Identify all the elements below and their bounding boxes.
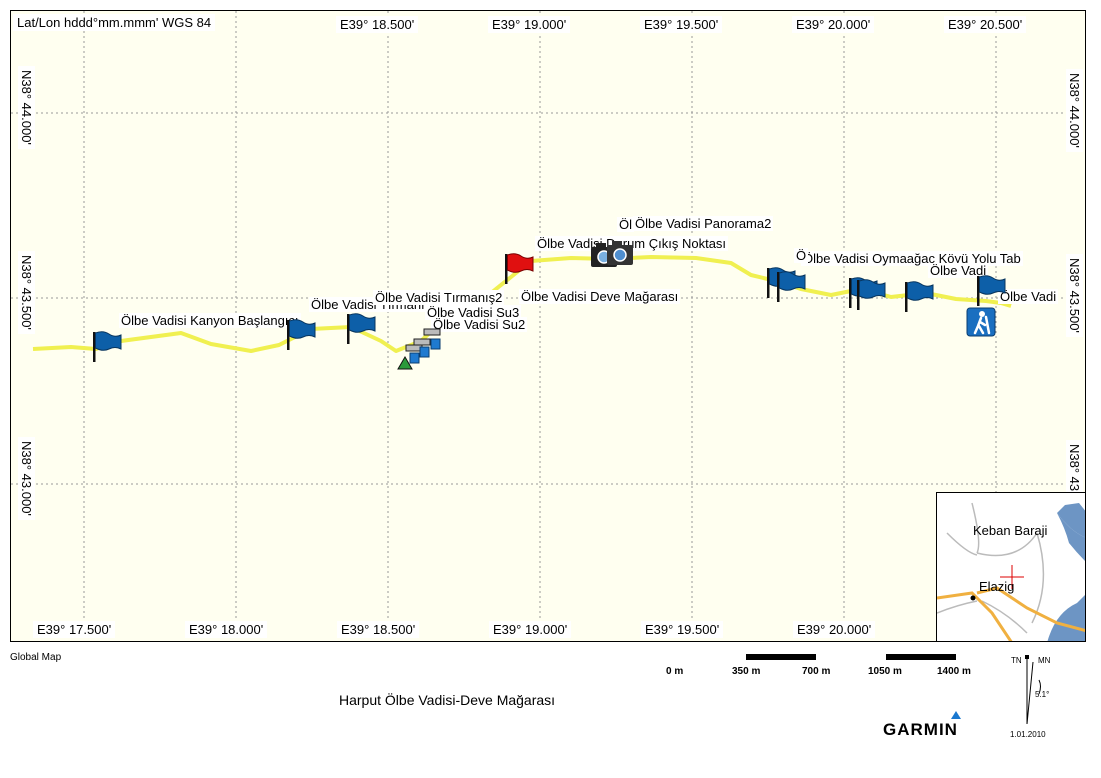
- waypoint-label[interactable]: Ölbe Vadisi Panorama2: [633, 216, 774, 231]
- blue-flag-icon[interactable]: [853, 277, 887, 311]
- right-lat-label: N38° 43.500': [1066, 254, 1083, 337]
- left-lat-label: N38° 43.500': [18, 251, 35, 334]
- waypoint-label[interactable]: Ölbe Vadisi Su2: [431, 317, 528, 332]
- waypoint-label[interactable]: Ölbe Vadisi Kanyon Başlangıcı: [119, 313, 301, 328]
- left-lat-label: N38° 44.000': [18, 66, 35, 149]
- waypoint-label[interactable]: Ö: [794, 248, 809, 263]
- red-flag-icon[interactable]: [501, 251, 535, 285]
- waypoint-label[interactable]: Ölbe Vadisi Tırmanış2: [373, 290, 505, 305]
- north-tn-label: TN: [1011, 656, 1022, 665]
- garmin-logo: GARMIN: [883, 720, 958, 739]
- scale-label: 700 m: [802, 666, 831, 677]
- overview-map[interactable]: Keban Baraji Elazig: [936, 492, 1085, 641]
- scale-label: 0 m: [666, 666, 684, 677]
- scale-bar: [746, 654, 956, 660]
- waypoint-label[interactable]: Ölbe Vadisi Su3: [425, 305, 522, 320]
- garmin-triangle-icon: [951, 711, 961, 719]
- left-lat-label: N38° 43.000': [18, 437, 35, 520]
- north-arrow-icon: [1025, 655, 1041, 725]
- overview-map-graphics: [937, 502, 1085, 641]
- right-lat-label: N38° 43: [1066, 440, 1083, 496]
- date-label: 1.01.2010: [1010, 730, 1046, 739]
- blue-flag-icon[interactable]: [283, 317, 317, 351]
- inset-label-elazig: Elazig: [979, 579, 1015, 594]
- hiker-icon[interactable]: [966, 307, 996, 337]
- top-lon-label: E39° 18.500': [336, 16, 419, 33]
- map-title: Harput Ölbe Vadisi-Deve Mağarası: [339, 692, 556, 708]
- coordinate-system-label: Lat/Lon hddd°mm.mmm' WGS 84: [13, 14, 216, 31]
- water-tap-icon[interactable]: [396, 321, 452, 371]
- top-lon-label: E39° 20.500': [944, 16, 1027, 33]
- top-lon-label: E39° 20.000': [792, 16, 875, 33]
- waypoint-label[interactable]: Ölbe Vadisi Durum Çıkış Noktası: [535, 236, 729, 251]
- top-lon-label: E39° 19.500': [640, 16, 723, 33]
- waypoint-label[interactable]: Ölbe Vadi: [928, 263, 989, 278]
- waypoint-label[interactable]: Öl: [617, 217, 634, 232]
- waypoint-label[interactable]: Ölbe Vadisi Deve Mağarası: [519, 289, 681, 304]
- map-source: Global Map: [10, 652, 62, 663]
- bottom-lon-label: E39° 19.000': [489, 621, 572, 638]
- waypoint-label[interactable]: Ölbe Vadisi Oymaağaç Köyü Yolu Tab: [801, 251, 1023, 266]
- bottom-lon-label: E39° 19.500': [641, 621, 724, 638]
- north-mn-label: MN: [1038, 656, 1051, 665]
- declination-label: 5.1°: [1035, 690, 1050, 699]
- blue-flag-icon[interactable]: [773, 269, 807, 303]
- blue-flag-icon[interactable]: [973, 273, 1007, 307]
- blue-flag-icon[interactable]: [89, 329, 123, 363]
- bottom-lon-label: E39° 18.000': [185, 621, 268, 638]
- bottom-lon-label: E39° 18.500': [337, 621, 420, 638]
- blue-flag-icon[interactable]: [901, 279, 935, 313]
- bottom-lon-label: E39° 17.500': [33, 621, 116, 638]
- scale-label: 1050 m: [868, 666, 902, 677]
- waypoint-label[interactable]: Ölbe Vadi: [998, 289, 1059, 304]
- top-lon-label: E39° 19.000': [488, 16, 571, 33]
- scale-label: 350 m: [732, 666, 761, 677]
- right-lat-label: N38° 44.000': [1066, 69, 1083, 152]
- inset-label-keban: Keban Baraji: [973, 523, 1048, 538]
- camera-icon[interactable]: [589, 239, 637, 269]
- scale-label: 1400 m: [937, 666, 971, 677]
- map-canvas[interactable]: Lat/Lon hddd°mm.mmm' WGS 84 E39° 18.500'…: [10, 10, 1086, 642]
- blue-flag-icon[interactable]: [343, 311, 377, 345]
- bottom-lon-label: E39° 20.000': [793, 621, 876, 638]
